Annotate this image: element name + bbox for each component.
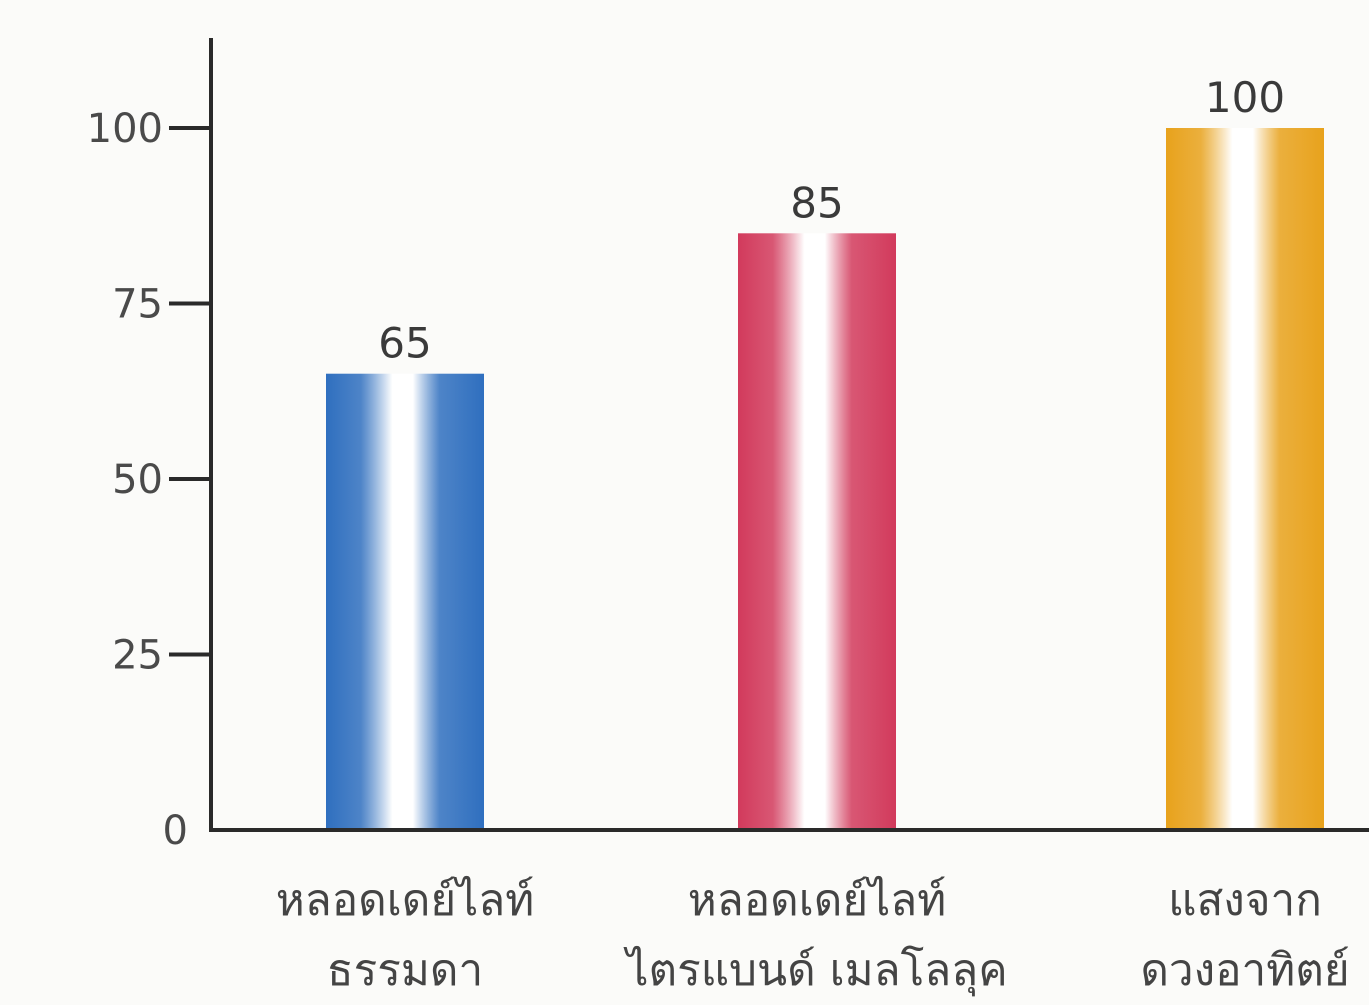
bar-value-label: 65: [378, 319, 431, 368]
y-tick-label: 25: [112, 633, 163, 679]
category-label: ธรรมดา: [327, 945, 483, 996]
bar: [738, 233, 896, 831]
bar: [1166, 128, 1324, 830]
bar: [326, 373, 484, 830]
y-tick-label: 50: [112, 457, 163, 503]
category-label: ไตรแบนด์ เมลโลลุค: [623, 945, 1007, 997]
y-tick-label: 100: [87, 106, 163, 152]
bar-value-label: 85: [790, 178, 843, 227]
category-label: ดวงอาทิตย์: [1140, 945, 1349, 996]
category-labels: หลอดเดย์ไลท์ธรรมดา หลอดเดย์ไลท์ไตรแบนด์ เ…: [276, 875, 1350, 997]
category-label: หลอดเดย์ไลท์: [276, 875, 534, 926]
y-axis-ticks: 0 25 50 75 100: [87, 106, 211, 854]
category-label: แสงจาก: [1168, 875, 1322, 926]
y-tick-label: 0: [163, 808, 188, 854]
bars: [326, 128, 1324, 831]
data-labels: 65 85 100: [378, 73, 1285, 368]
bar-value-label: 100: [1205, 73, 1285, 122]
y-tick-label: 75: [112, 282, 163, 328]
category-label: หลอดเดย์ไลท์: [688, 875, 946, 926]
